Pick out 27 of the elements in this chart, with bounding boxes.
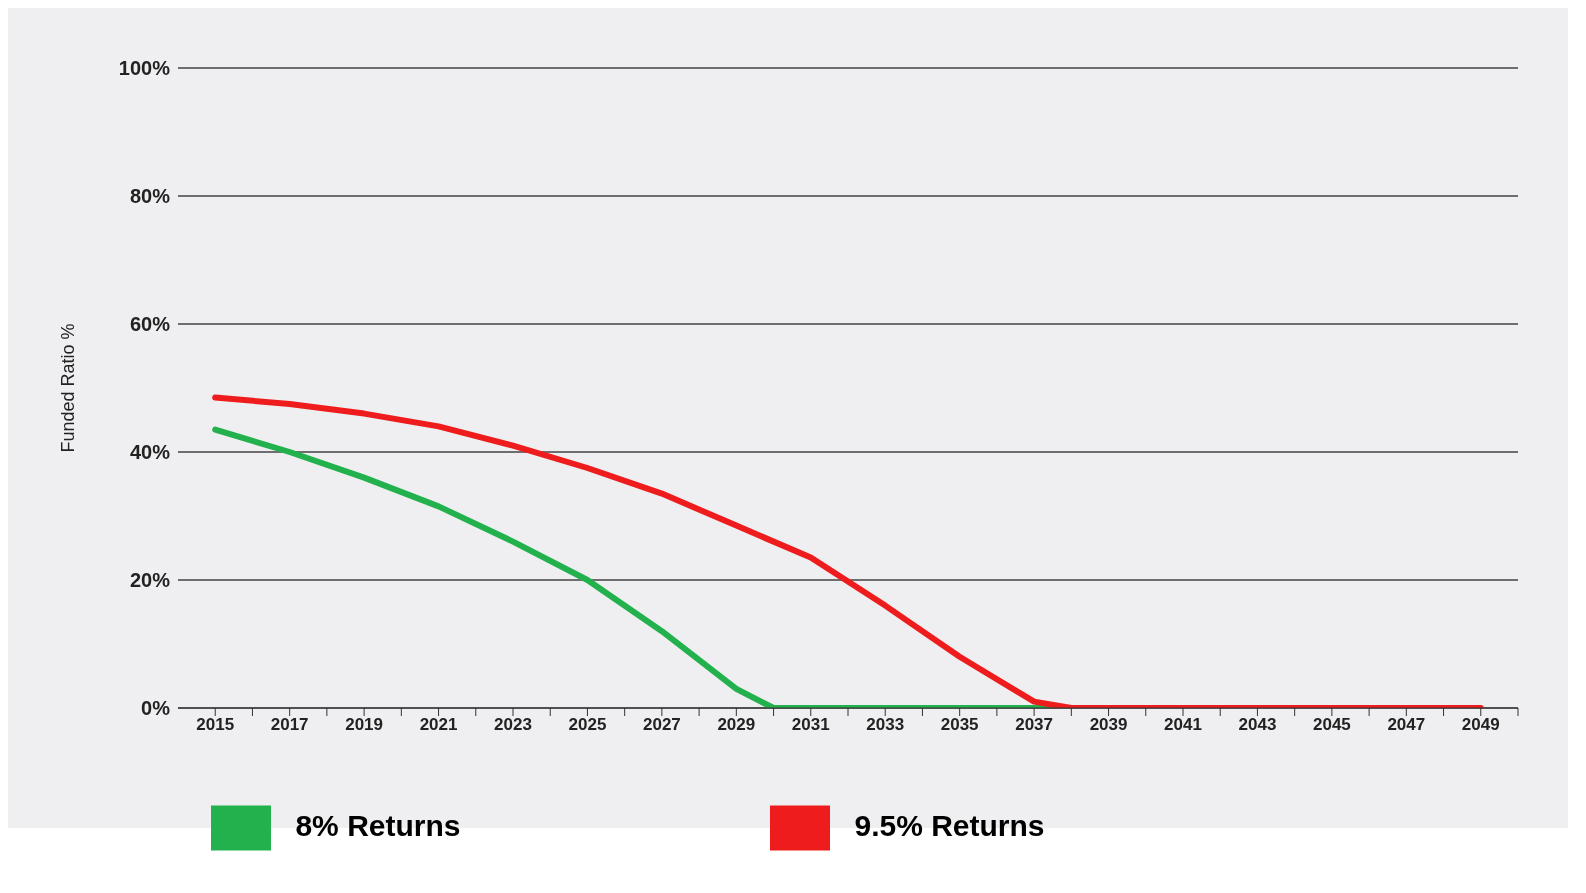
x-tick-label: 2025 bbox=[568, 715, 607, 735]
x-tick-label: 2023 bbox=[494, 715, 532, 735]
x-tick-label: 2015 bbox=[196, 715, 235, 735]
x-tick-label: 2037 bbox=[1015, 715, 1054, 735]
x-tick-label: 2029 bbox=[717, 715, 756, 735]
x-tick-label: 2039 bbox=[1089, 715, 1128, 735]
legend-label: 8% Returns bbox=[295, 808, 461, 842]
y-axis-title: Funded Ratio % bbox=[58, 323, 79, 453]
y-tick-label: 100% bbox=[118, 57, 171, 80]
x-tick-label: 2033 bbox=[866, 715, 905, 735]
x-tick-label: 2041 bbox=[1164, 715, 1202, 735]
y-tick-label: 20% bbox=[129, 569, 171, 592]
legend-label: 9.5% Returns bbox=[854, 808, 1045, 842]
y-tick-label: 0% bbox=[141, 697, 171, 720]
x-tick-label: 2049 bbox=[1461, 715, 1500, 735]
x-tick-label: 2021 bbox=[419, 715, 458, 735]
y-tick-label: 60% bbox=[129, 313, 171, 336]
x-tick-label: 2035 bbox=[940, 715, 979, 735]
x-tick-label: 2031 bbox=[791, 715, 830, 735]
y-tick-label: 80% bbox=[129, 185, 171, 208]
y-tick-label: 40% bbox=[129, 441, 171, 464]
x-tick-label: 2043 bbox=[1238, 715, 1277, 735]
x-tick-label: 2045 bbox=[1312, 715, 1351, 735]
x-tick-label: 2019 bbox=[345, 715, 384, 735]
x-tick-label: 2047 bbox=[1387, 715, 1426, 735]
x-tick-label: 2027 bbox=[642, 715, 681, 735]
x-tick-label: 2017 bbox=[270, 715, 309, 735]
